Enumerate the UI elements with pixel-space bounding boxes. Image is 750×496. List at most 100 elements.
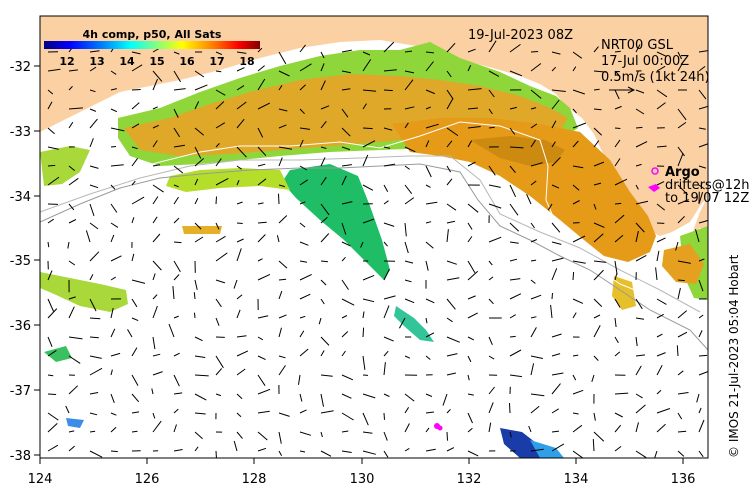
current-vector	[362, 431, 373, 434]
current-vector	[593, 431, 605, 442]
current-vector	[635, 141, 648, 148]
current-vector	[572, 412, 579, 415]
current-vector	[551, 141, 556, 148]
current-vector	[488, 40, 497, 53]
current-vector	[131, 196, 145, 205]
current-vector	[488, 203, 502, 209]
current-vector	[509, 241, 519, 244]
current-vector	[341, 412, 354, 421]
current-vector	[341, 374, 354, 381]
current-vector	[446, 178, 453, 186]
current-vector	[467, 295, 476, 300]
current-vector	[110, 426, 117, 433]
lat-tick-label: -34	[10, 190, 31, 205]
current-vector	[89, 251, 100, 262]
current-vector	[131, 411, 140, 414]
current-vector	[572, 312, 577, 319]
current-vector	[677, 146, 685, 157]
current-vector	[635, 108, 645, 115]
current-vector	[47, 176, 60, 186]
current-vector	[488, 165, 496, 176]
current-vector	[509, 106, 517, 110]
current-vector	[383, 41, 395, 53]
lon-tick-label: 136	[671, 472, 696, 487]
current-vector	[488, 126, 495, 129]
current-vector	[131, 102, 140, 110]
current-vector	[152, 420, 162, 433]
current-vector	[278, 108, 288, 112]
current-vector	[278, 51, 287, 65]
current-vector	[635, 254, 647, 262]
current-vector	[215, 158, 222, 167]
current-vector	[110, 164, 124, 167]
current-vector	[383, 362, 386, 376]
current-vector	[257, 273, 271, 281]
lon-tick-label: 130	[350, 472, 375, 487]
current-vector	[488, 422, 492, 433]
current-vector	[362, 89, 377, 92]
current-vector	[467, 161, 476, 167]
current-vector	[509, 222, 520, 232]
current-vector	[593, 260, 607, 263]
current-vector	[446, 229, 449, 243]
current-vector	[194, 336, 203, 342]
current-vector	[131, 123, 140, 129]
current-vector	[194, 222, 202, 230]
isobath-contour	[40, 163, 708, 351]
current-vector	[509, 431, 512, 438]
current-vector	[362, 127, 373, 130]
current-vector	[551, 257, 564, 262]
current-vector	[614, 178, 628, 186]
current-vector	[236, 165, 242, 170]
current-vector	[614, 139, 621, 148]
current-vector	[299, 127, 311, 130]
current-vector	[257, 127, 264, 138]
current-vector	[362, 51, 371, 56]
current-vector	[173, 408, 179, 414]
current-vector	[530, 279, 536, 284]
current-vector	[194, 146, 202, 159]
current-vector	[278, 157, 283, 167]
current-vector	[257, 234, 266, 243]
current-vector	[593, 412, 596, 421]
current-vector	[298, 374, 301, 385]
current-vector	[278, 70, 290, 77]
current-vector	[257, 315, 269, 319]
current-vector	[614, 89, 620, 100]
current-vector	[425, 106, 432, 110]
current-vector	[509, 335, 516, 338]
current-vector	[383, 350, 389, 357]
current-vector	[110, 412, 117, 416]
current-vector	[572, 108, 577, 114]
current-vector	[299, 63, 312, 72]
current-vector	[173, 144, 185, 148]
current-vector	[509, 203, 519, 216]
current-vector	[131, 393, 140, 403]
current-vector	[551, 184, 560, 189]
current-vector	[299, 260, 308, 263]
current-vector	[152, 140, 158, 148]
current-vector	[614, 202, 622, 205]
current-vector	[193, 292, 196, 300]
current-vector	[236, 393, 243, 400]
current-vector	[551, 268, 558, 281]
current-vector	[299, 273, 312, 281]
current-vector	[194, 84, 208, 91]
current-vector	[425, 61, 434, 72]
current-vector	[593, 298, 603, 307]
current-vector	[656, 250, 660, 262]
current-vector	[320, 146, 327, 149]
current-vector	[68, 430, 75, 433]
scale-arrowhead	[627, 86, 636, 94]
current-vector	[215, 298, 222, 308]
current-vector	[550, 304, 553, 319]
current-vector	[110, 276, 116, 281]
current-vector	[131, 217, 135, 224]
current-vector	[488, 386, 495, 395]
current-vector	[233, 440, 238, 452]
current-vector	[341, 279, 349, 290]
current-vector	[635, 336, 638, 347]
argo-legend-line1: drifters@12h	[665, 178, 750, 193]
current-vector	[68, 260, 76, 266]
current-vector	[425, 89, 435, 95]
